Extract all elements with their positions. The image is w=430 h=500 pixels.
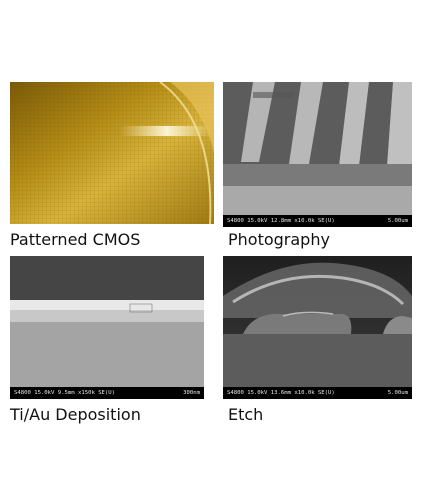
sem-info-bar: S4800 15.0kV 9.5mm x150k SE(U) 300nm: [10, 387, 204, 399]
caption-ti-au-deposition: Ti/Au Deposition: [10, 405, 141, 424]
caption-photography: Photography: [228, 230, 330, 249]
sem-scale-text: 5.00um: [387, 390, 408, 396]
sem-info-bar: S4800 15.0kV 13.6mm x10.0k SE(U) 5.00um: [223, 387, 412, 399]
sem-info-text: S4800 15.0kV 12.8mm x10.0k SE(U): [227, 218, 335, 224]
ti-au-deposition-sem-image: S4800 15.0kV 9.5mm x150k SE(U) 300nm: [10, 256, 204, 399]
sem-info-bar: S4800 15.0kV 12.8mm x10.0k SE(U) 5.00um: [223, 215, 412, 227]
photography-sem-image: S4800 15.0kV 12.8mm x10.0k SE(U) 5.00um: [223, 82, 412, 227]
caption-etch: Etch: [228, 405, 264, 424]
sem-info-text: S4800 15.0kV 13.6mm x10.0k SE(U): [227, 390, 335, 396]
patterned-cmos-image: [10, 82, 214, 224]
caption-patterned-cmos: Patterned CMOS: [10, 230, 141, 249]
sem-info-text: S4800 15.0kV 9.5mm x150k SE(U): [14, 390, 116, 396]
sem-scale-text: 300nm: [183, 390, 200, 396]
etch-sem-image: S4800 15.0kV 13.6mm x10.0k SE(U) 5.00um: [223, 256, 412, 399]
sem-scale-text: 5.00um: [387, 218, 408, 224]
